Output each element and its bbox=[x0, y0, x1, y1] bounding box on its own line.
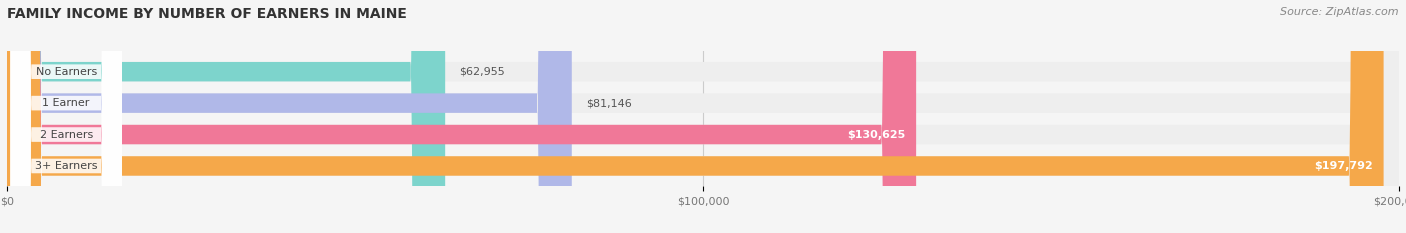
FancyBboxPatch shape bbox=[10, 0, 122, 233]
Text: $62,955: $62,955 bbox=[460, 67, 505, 77]
FancyBboxPatch shape bbox=[7, 0, 1399, 233]
FancyBboxPatch shape bbox=[10, 0, 122, 233]
Text: Source: ZipAtlas.com: Source: ZipAtlas.com bbox=[1281, 7, 1399, 17]
Text: $130,625: $130,625 bbox=[848, 130, 905, 140]
Text: No Earners: No Earners bbox=[35, 67, 97, 77]
FancyBboxPatch shape bbox=[7, 0, 1399, 233]
Text: 1 Earner: 1 Earner bbox=[42, 98, 90, 108]
FancyBboxPatch shape bbox=[7, 0, 1399, 233]
FancyBboxPatch shape bbox=[10, 0, 122, 233]
Text: 3+ Earners: 3+ Earners bbox=[35, 161, 97, 171]
FancyBboxPatch shape bbox=[7, 0, 572, 233]
FancyBboxPatch shape bbox=[7, 0, 917, 233]
FancyBboxPatch shape bbox=[7, 0, 1384, 233]
Text: $81,146: $81,146 bbox=[586, 98, 631, 108]
Text: FAMILY INCOME BY NUMBER OF EARNERS IN MAINE: FAMILY INCOME BY NUMBER OF EARNERS IN MA… bbox=[7, 7, 406, 21]
Text: 2 Earners: 2 Earners bbox=[39, 130, 93, 140]
FancyBboxPatch shape bbox=[10, 0, 122, 233]
FancyBboxPatch shape bbox=[7, 0, 446, 233]
Text: $197,792: $197,792 bbox=[1315, 161, 1374, 171]
FancyBboxPatch shape bbox=[7, 0, 1399, 233]
